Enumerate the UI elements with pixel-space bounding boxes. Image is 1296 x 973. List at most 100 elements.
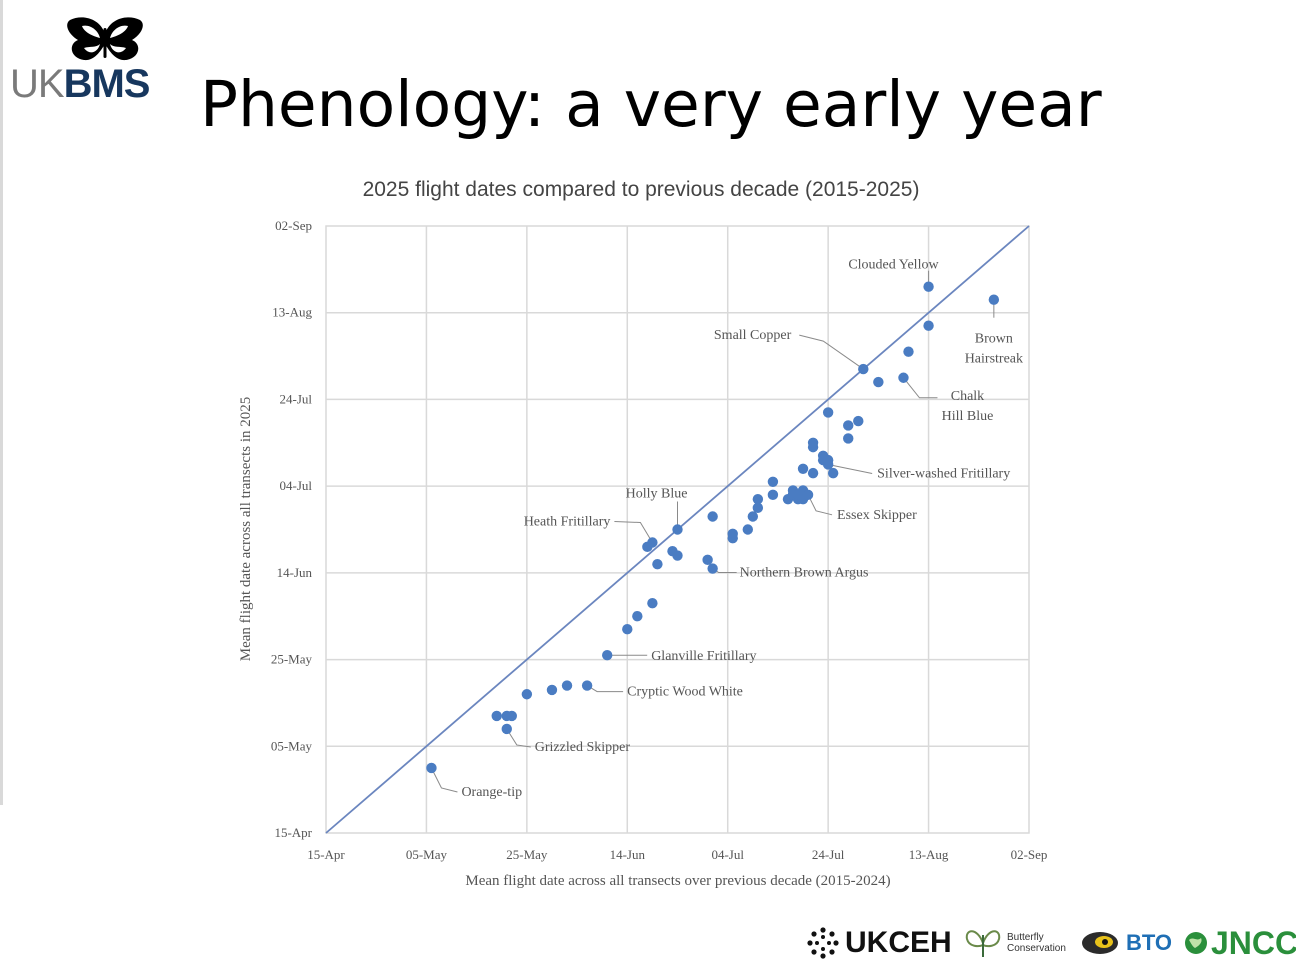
y-tick-label: 24-Jul xyxy=(280,391,313,406)
x-tick-label: 14-Jun xyxy=(610,847,646,862)
data-point xyxy=(858,363,869,375)
point-label: Chalk Hill Blue xyxy=(942,389,994,424)
data-point xyxy=(843,420,854,431)
data-point xyxy=(672,550,683,561)
point-label: Cryptic Wood White xyxy=(627,685,743,700)
x-tick-label: 05-May xyxy=(406,847,448,862)
data-point xyxy=(807,467,819,479)
y-tick-label: 02-Sep xyxy=(275,218,312,233)
y-tick-label: 14-Jun xyxy=(277,565,313,580)
point-label: Silver-washed Fritillary xyxy=(877,466,1010,481)
data-point xyxy=(797,463,809,474)
data-point xyxy=(843,433,854,444)
data-point xyxy=(501,723,512,735)
data-point xyxy=(923,281,934,292)
y-tick-label: 04-Jul xyxy=(280,478,313,493)
jncc-text: JNCC xyxy=(1211,924,1296,961)
point-label: Holly Blue xyxy=(626,487,688,502)
point-label: Orange-tip xyxy=(461,785,522,800)
data-point xyxy=(903,346,914,357)
data-point xyxy=(521,689,533,700)
data-point xyxy=(767,476,779,488)
data-point xyxy=(672,524,683,535)
bto-logo: BTO xyxy=(1080,918,1172,968)
label-leader-line xyxy=(903,377,938,399)
chart-title: 2025 flight dates compared to previous d… xyxy=(363,178,920,201)
data-point xyxy=(742,524,753,535)
data-point xyxy=(546,684,558,696)
left-edge-strip xyxy=(0,0,3,805)
data-point xyxy=(652,558,663,570)
point-label: Grizzled Skipper xyxy=(535,740,631,755)
y-tick-label: 15-Apr xyxy=(274,825,312,840)
data-point xyxy=(752,502,764,514)
data-point xyxy=(581,680,593,691)
scatter-chart: 2025 flight dates compared to previous d… xyxy=(238,178,1047,889)
point-label: Glanville Fritillary xyxy=(651,649,756,664)
data-point xyxy=(506,710,517,722)
label-leader-line xyxy=(614,521,653,543)
point-label: Northern Brown Argus xyxy=(740,566,869,581)
data-point xyxy=(727,528,738,540)
label-leader-line xyxy=(506,728,531,748)
logo-uk: UK xyxy=(10,62,65,106)
x-tick-label: 13-Aug xyxy=(909,847,949,862)
bto-text: BTO xyxy=(1126,930,1173,955)
ukbms-logo: UKBMS xyxy=(10,14,160,109)
ukceh-logo: UKCEH xyxy=(805,918,952,968)
logo-bms: BMS xyxy=(63,62,151,106)
y-tick-label: 25-May xyxy=(271,652,313,667)
data-point xyxy=(747,511,759,522)
x-tick-label: 02-Sep xyxy=(1011,847,1048,862)
y-tick-labels: 15-Apr 05-May 25-May 14-Jun 04-Jul 24-Jul 13-A… xyxy=(271,218,313,840)
slide-title: Phenology: a very early year xyxy=(200,68,1102,141)
data-point xyxy=(647,598,658,609)
bc-text-1: Butterfly xyxy=(1007,932,1044,943)
data-point xyxy=(923,320,934,331)
jncc-logo: JNCC xyxy=(1183,918,1296,968)
jncc-globe-icon xyxy=(1185,932,1207,954)
footer-logos: UKCEH Butterfly Conservation BTO JNCC xyxy=(805,918,1296,968)
label-leader-line xyxy=(431,767,458,793)
point-label: Brown Hairstreak xyxy=(965,332,1023,367)
data-point xyxy=(622,624,633,635)
data-point xyxy=(561,680,573,691)
ukceh-text: UKCEH xyxy=(845,926,952,959)
point-label: Heath Fritillary xyxy=(524,515,611,530)
data-point xyxy=(752,493,764,505)
data-point xyxy=(873,376,884,388)
data-point xyxy=(707,563,718,574)
bto-bird-icon xyxy=(1082,932,1118,954)
ukbms-logo-text: UKBMS xyxy=(10,62,151,107)
label-leader-line xyxy=(799,334,864,370)
butterfly-conservation-logo: Butterfly Conservation xyxy=(963,918,1066,968)
data-point xyxy=(647,537,658,548)
label-leader-line xyxy=(807,494,833,516)
data-point xyxy=(853,415,864,427)
x-tick-label: 04-Jul xyxy=(711,847,744,862)
bc-text-2: Conservation xyxy=(1007,943,1066,954)
data-point xyxy=(822,407,834,418)
x-tick-label: 15-Apr xyxy=(307,847,345,862)
point-label: Essex Skipper xyxy=(837,508,917,523)
data-points xyxy=(426,281,1000,774)
data-point xyxy=(602,650,613,661)
y-tick-label: 05-May xyxy=(271,738,313,753)
data-point xyxy=(822,454,834,466)
data-point xyxy=(767,489,779,501)
data-point xyxy=(827,467,839,479)
data-point xyxy=(898,372,909,383)
x-tick-labels: 15-Apr 05-May 25-May 14-Jun 04-Jul 24-Jul 13-A… xyxy=(307,847,1047,862)
label-leader-line xyxy=(828,463,873,474)
x-tick-label: 24-Jul xyxy=(812,847,845,862)
x-tick-label: 25-May xyxy=(506,847,548,862)
ukceh-dots-icon xyxy=(807,927,839,959)
data-point xyxy=(632,611,643,622)
butterfly-icon xyxy=(67,17,143,61)
data-point xyxy=(707,511,718,522)
butterfly-conservation-icon xyxy=(965,930,1001,957)
point-label: Clouded Yellow xyxy=(848,258,939,273)
point-label: Small Copper xyxy=(714,328,792,343)
y-axis-label: Mean flight date across all transects in… xyxy=(238,397,254,662)
data-point xyxy=(988,294,1000,305)
